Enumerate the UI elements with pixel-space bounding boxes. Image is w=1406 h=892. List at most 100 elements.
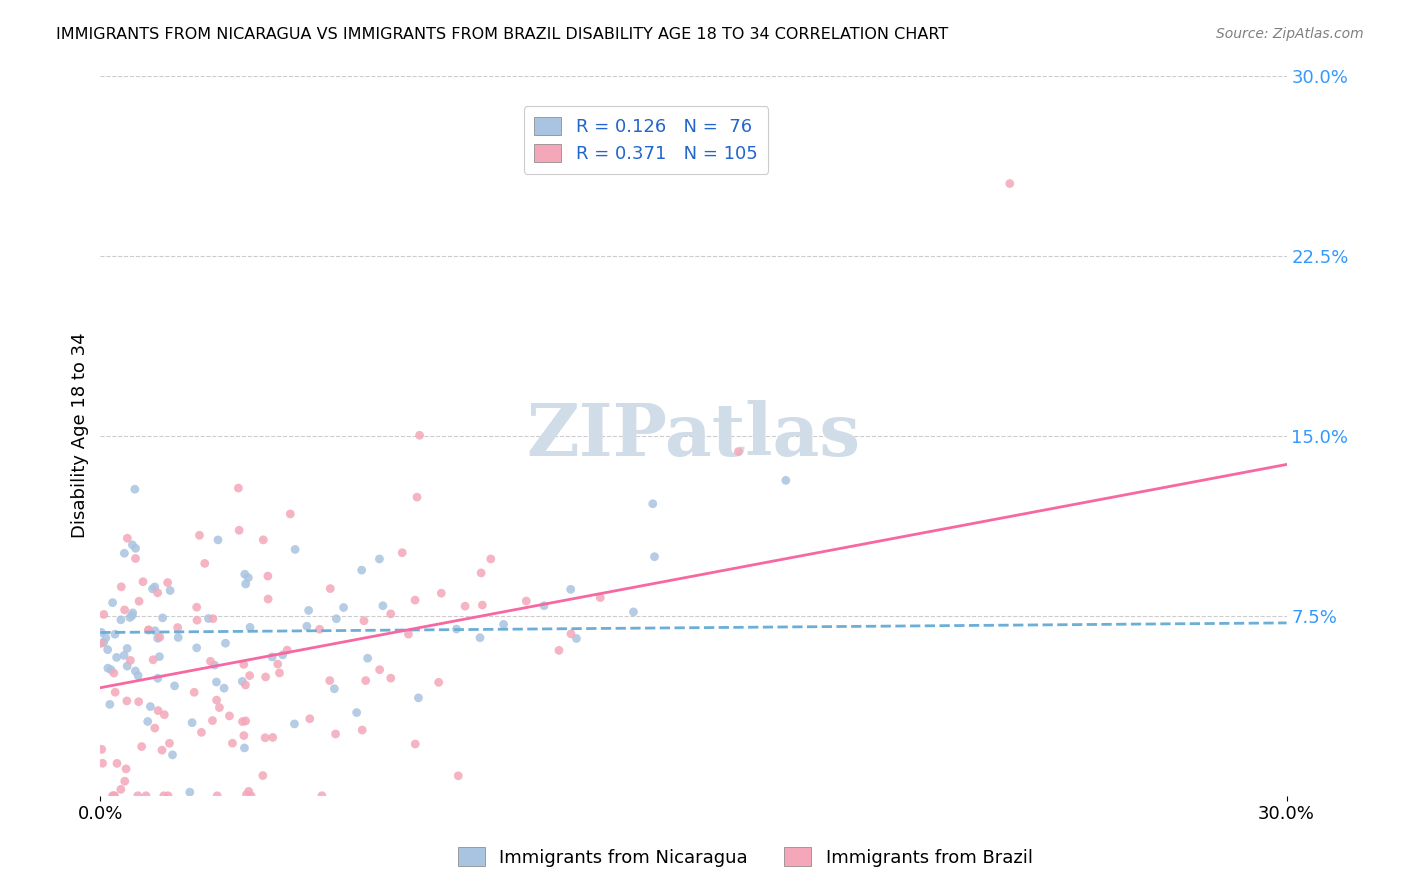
Point [641,497,664,511]
Point [91,756,114,771]
Point [163,679,186,693]
Point [323,681,346,696]
Point [295,619,318,633]
Point [121,606,143,620]
Point [103,789,125,803]
Point [127,789,149,803]
Point [311,789,333,803]
Point [454,599,477,614]
Point [110,613,132,627]
Point [352,723,374,737]
Legend: R = 0.126   N =  76, R = 0.371   N = 105: R = 0.126 N = 76, R = 0.371 N = 105 [523,106,769,174]
Point [533,599,555,613]
Point [156,575,179,590]
Point [470,566,492,580]
Point [240,789,263,803]
Point [127,668,149,682]
Point [152,611,174,625]
Point [560,582,582,597]
Point [105,756,128,771]
Point [380,607,402,621]
Point [188,528,211,542]
Point [201,714,224,728]
Point [100,663,122,677]
Point [325,727,347,741]
Point [115,659,138,673]
Point [308,622,330,636]
Point [166,621,188,635]
Point [446,622,468,636]
Point [235,788,257,802]
Point [408,428,430,442]
Point [254,670,277,684]
Point [235,714,257,728]
Point [775,474,797,488]
Point [104,627,127,641]
Point [233,741,256,756]
Point [90,625,112,640]
Point [492,617,515,632]
Point [97,661,120,675]
Point [186,613,208,627]
Point [190,725,212,739]
Point [159,583,181,598]
Point [396,627,419,641]
Point [162,747,184,762]
Point [146,632,169,646]
Point [186,640,208,655]
Point [468,631,491,645]
Point [262,650,284,665]
Point [146,586,169,600]
Point [404,593,426,607]
Point [235,678,257,692]
Point [350,563,373,577]
Point [257,569,280,583]
Point [143,624,166,638]
Point [354,673,377,688]
Point [112,546,135,560]
Point [269,665,291,680]
Point [197,611,219,625]
Point [643,549,665,564]
Point [181,715,204,730]
Point [146,671,169,685]
Point [93,607,115,622]
Point [143,721,166,735]
Point [218,709,240,723]
Point [205,693,228,707]
Text: Source: ZipAtlas.com: Source: ZipAtlas.com [1216,27,1364,41]
Point [124,541,146,556]
Point [135,789,157,803]
Point [262,731,284,745]
Point [235,577,257,591]
Point [319,673,342,688]
Point [346,706,368,720]
Text: ZIPatlas: ZIPatlas [526,401,860,471]
Point [515,594,537,608]
Point [404,737,426,751]
Point [238,571,260,585]
Point [406,490,429,504]
Point [228,523,250,537]
Point [408,690,430,705]
Point [276,643,298,657]
Point [353,614,375,628]
Point [105,650,128,665]
Point [152,789,174,803]
Point [325,612,347,626]
Text: IMMIGRANTS FROM NICARAGUA VS IMMIGRANTS FROM BRAZIL DISABILITY AGE 18 TO 34 CORR: IMMIGRANTS FROM NICARAGUA VS IMMIGRANTS … [56,27,949,42]
Point [391,546,413,560]
Point [121,608,143,623]
Point [103,666,125,681]
Point [132,574,155,589]
Point [232,657,254,672]
Point [560,627,582,641]
Point [232,729,254,743]
Point [998,177,1021,191]
Point [205,789,228,803]
Point [131,739,153,754]
Point [148,649,170,664]
Point [194,557,217,571]
Point [141,582,163,596]
Point [727,444,749,458]
